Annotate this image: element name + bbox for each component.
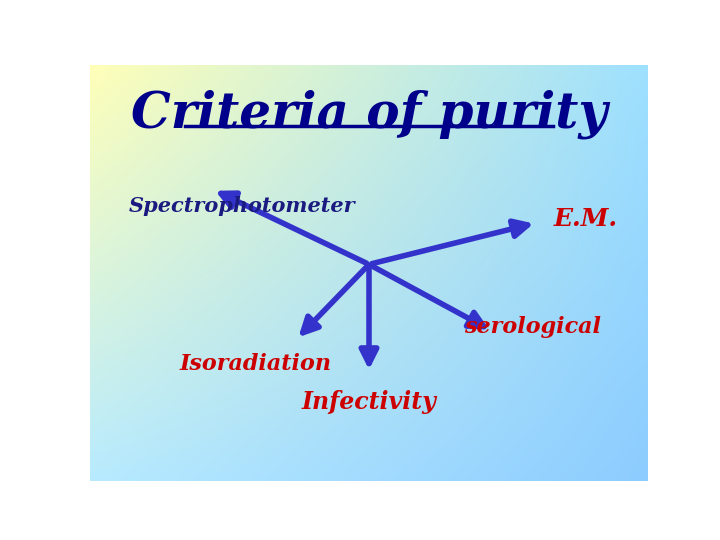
Text: serological: serological (464, 316, 601, 338)
Text: Isoradiation: Isoradiation (179, 353, 331, 375)
Text: Spectrophotometer: Spectrophotometer (129, 196, 356, 216)
Text: E.M.: E.M. (553, 207, 617, 231)
Text: Criteria of purity: Criteria of purity (131, 90, 607, 139)
Text: Infectivity: Infectivity (302, 389, 436, 414)
